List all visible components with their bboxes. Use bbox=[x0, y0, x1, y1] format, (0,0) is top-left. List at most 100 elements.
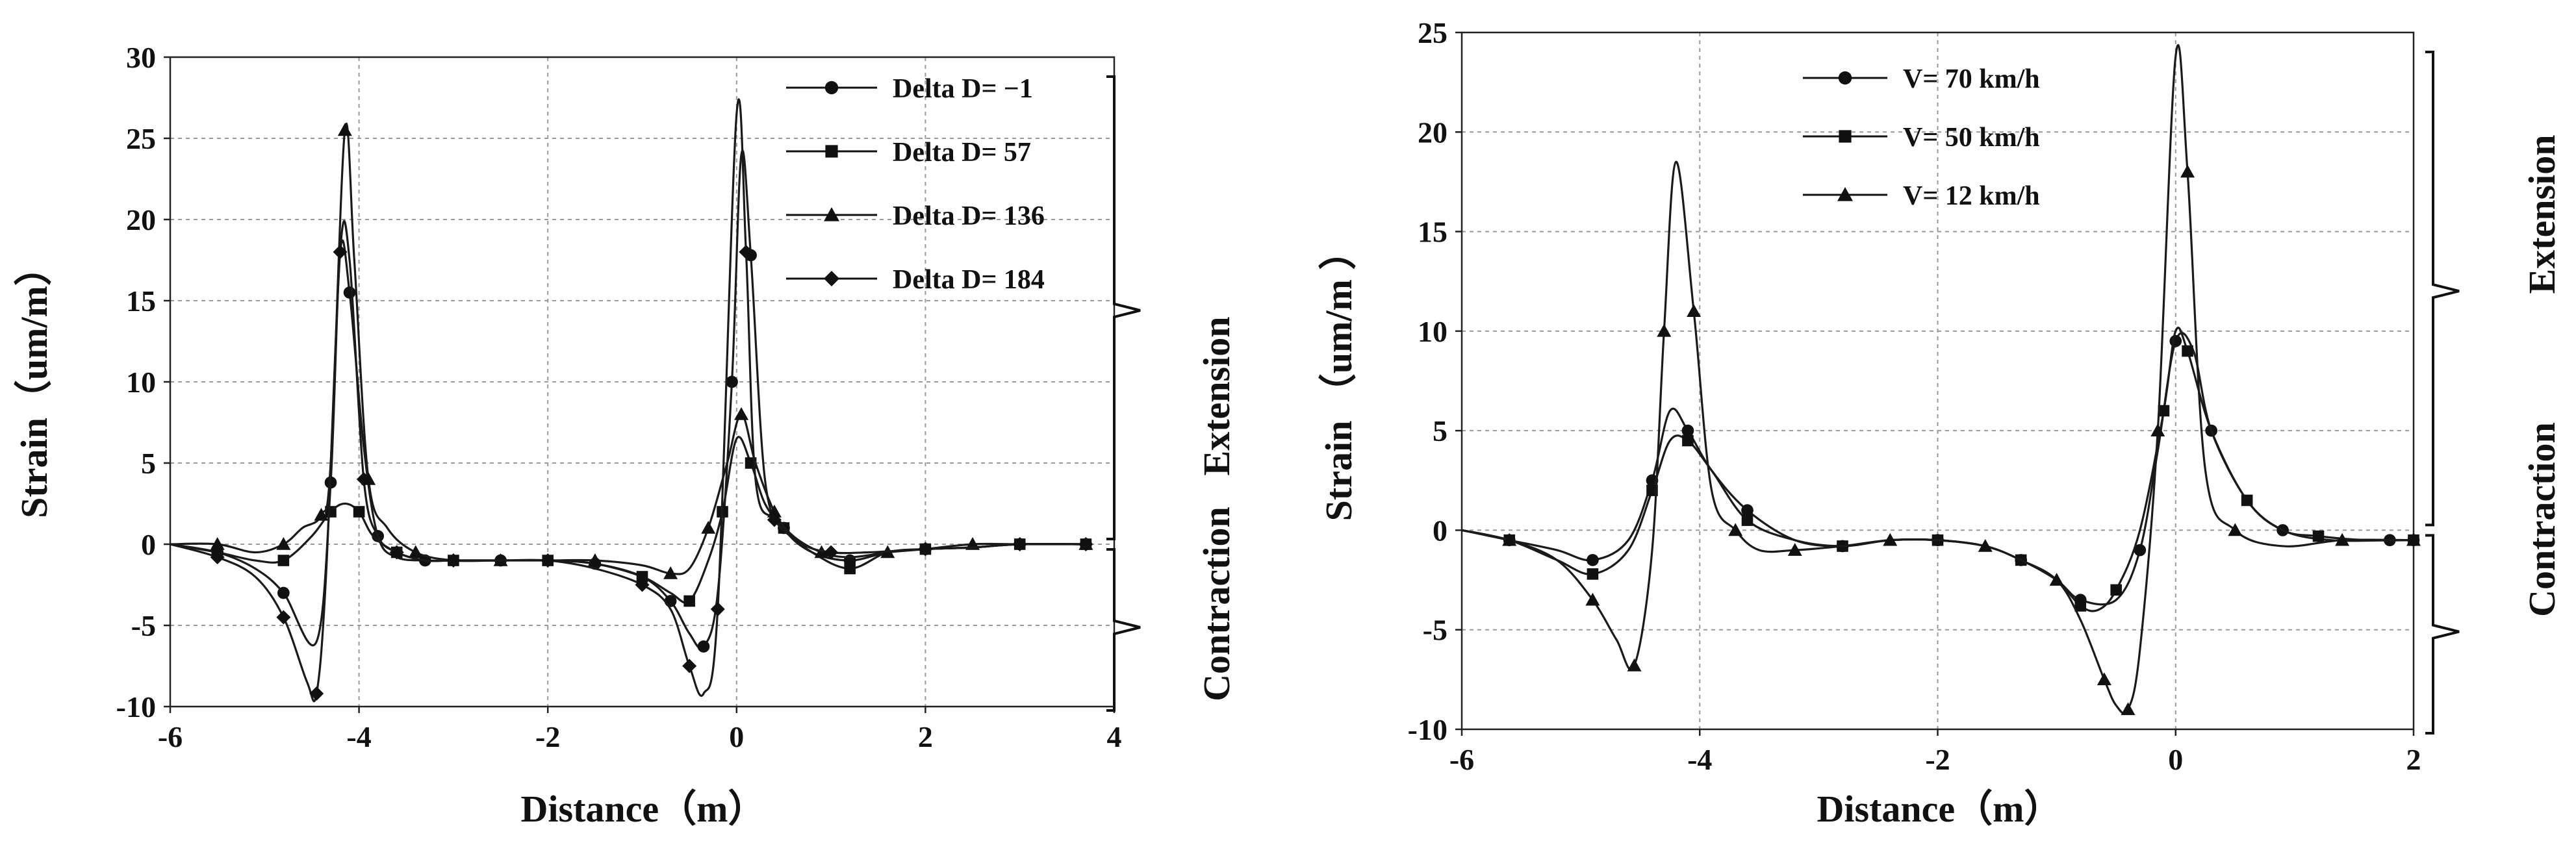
x-tick-label: -2 bbox=[1925, 743, 1950, 776]
y-tick-label: 15 bbox=[126, 284, 156, 318]
y-tick-label: 25 bbox=[1418, 16, 1447, 49]
x-tick-label: 2 bbox=[2406, 743, 2421, 776]
data-point bbox=[767, 512, 782, 527]
legend-marker bbox=[824, 207, 839, 221]
y-tick-label: 30 bbox=[126, 41, 156, 74]
x-axis-label: Distance（m） bbox=[521, 788, 766, 830]
data-point bbox=[844, 562, 856, 575]
data-point bbox=[701, 521, 716, 534]
legend-marker bbox=[1837, 187, 1853, 201]
data-point bbox=[2169, 334, 2182, 347]
x-tick-label: 2 bbox=[918, 720, 933, 753]
data-point bbox=[210, 550, 225, 564]
x-tick-label: -6 bbox=[1449, 743, 1474, 776]
series-1 bbox=[1461, 332, 2420, 607]
data-point bbox=[710, 602, 725, 616]
data-point bbox=[1078, 537, 1093, 551]
data-point bbox=[2158, 405, 2170, 417]
x-tick-label: 0 bbox=[729, 720, 744, 753]
data-point bbox=[2312, 530, 2325, 542]
y-tick-label: 0 bbox=[141, 528, 156, 561]
legend-label: Delta D= −1 bbox=[893, 74, 1033, 104]
x-tick-label: -4 bbox=[346, 720, 371, 753]
data-point bbox=[309, 686, 324, 701]
data-point bbox=[446, 553, 461, 568]
extension-label: Extension bbox=[1195, 317, 1238, 476]
series-3 bbox=[170, 123, 1093, 579]
legend-label: V= 70 km/h bbox=[1903, 64, 2040, 94]
x-tick-label: 0 bbox=[2168, 743, 2183, 776]
legend-label: Delta D= 184 bbox=[893, 265, 1045, 295]
x-tick-label: 4 bbox=[1107, 720, 1122, 753]
series-2 bbox=[170, 436, 1092, 607]
chart-right: -6 -4 -2 0 2 -10 -5 0 5 10 15 20 25 Distance（m） Strain… bbox=[1318, 16, 2563, 830]
x-tick-label: -6 bbox=[158, 720, 183, 753]
data-point bbox=[636, 571, 648, 583]
data-point bbox=[2110, 584, 2122, 596]
y-axis-label: Strain（um/m） bbox=[13, 248, 55, 518]
data-point bbox=[1681, 424, 1694, 437]
y-tick-label: -5 bbox=[1423, 614, 1447, 647]
series-line bbox=[1461, 44, 2414, 715]
legend-entry: Delta D= −1 bbox=[786, 74, 1033, 104]
data-point bbox=[1741, 504, 1753, 517]
data-point bbox=[2097, 672, 2111, 686]
y-tick-label: 15 bbox=[1418, 216, 1447, 249]
data-point bbox=[389, 545, 404, 560]
data-point bbox=[2134, 544, 2147, 557]
data-point bbox=[210, 537, 225, 550]
series-line bbox=[170, 123, 1086, 575]
data-point bbox=[682, 659, 697, 673]
data-point bbox=[333, 245, 348, 259]
y-axis-label: Strain （um/m ） bbox=[1318, 232, 1360, 521]
y-tick-label: 5 bbox=[141, 447, 156, 480]
y-tick-label: 20 bbox=[126, 203, 156, 236]
y-tick-label: 10 bbox=[1418, 315, 1447, 348]
data-point bbox=[734, 407, 749, 420]
data-point bbox=[343, 286, 356, 299]
data-point bbox=[663, 566, 678, 579]
x-tick-label: -4 bbox=[1687, 743, 1712, 776]
data-point bbox=[1687, 304, 1702, 317]
data-point bbox=[314, 508, 329, 521]
extension-brace bbox=[1106, 75, 1141, 540]
data-point bbox=[2150, 423, 2165, 436]
data-point bbox=[2121, 702, 2136, 716]
data-point bbox=[697, 640, 710, 653]
data-point bbox=[276, 537, 291, 550]
data-point bbox=[1883, 533, 1898, 546]
data-point bbox=[767, 505, 782, 518]
legend-entry: Delta D= 184 bbox=[786, 265, 1045, 295]
extension-brace bbox=[2425, 51, 2460, 527]
y-tick-label: 10 bbox=[126, 366, 156, 399]
legend-entry: Delta D= 136 bbox=[786, 201, 1045, 231]
legend-marker bbox=[1838, 71, 1852, 85]
data-point bbox=[1585, 592, 1600, 606]
data-point bbox=[1627, 658, 1642, 672]
data-point bbox=[276, 610, 291, 625]
legend-entry: V= 50 km/h bbox=[1803, 123, 2040, 153]
data-point bbox=[1728, 523, 1743, 536]
data-point bbox=[1502, 533, 1517, 546]
legend-marker bbox=[825, 145, 838, 158]
data-point bbox=[1587, 568, 1599, 580]
data-point bbox=[1787, 543, 1802, 556]
data-point bbox=[408, 545, 423, 559]
x-axis-label: Distance（m） bbox=[1817, 788, 2062, 830]
legend-entry: V= 12 km/h bbox=[1803, 181, 2040, 211]
contraction-brace bbox=[1106, 548, 1141, 712]
data-point bbox=[2335, 533, 2350, 546]
legend-marker bbox=[824, 81, 839, 95]
data-point bbox=[2180, 164, 2195, 178]
y-tick-label: -10 bbox=[1408, 713, 1447, 746]
data-point bbox=[2406, 533, 2421, 546]
data-point bbox=[918, 542, 933, 557]
data-point bbox=[1978, 538, 1993, 552]
data-point bbox=[824, 545, 839, 560]
data-point bbox=[277, 586, 290, 599]
legend-entry: V= 70 km/h bbox=[1803, 64, 2040, 94]
data-point bbox=[337, 123, 352, 136]
contraction-brace bbox=[2425, 534, 2460, 734]
data-point bbox=[2241, 494, 2253, 507]
series-3 bbox=[1461, 44, 2421, 716]
